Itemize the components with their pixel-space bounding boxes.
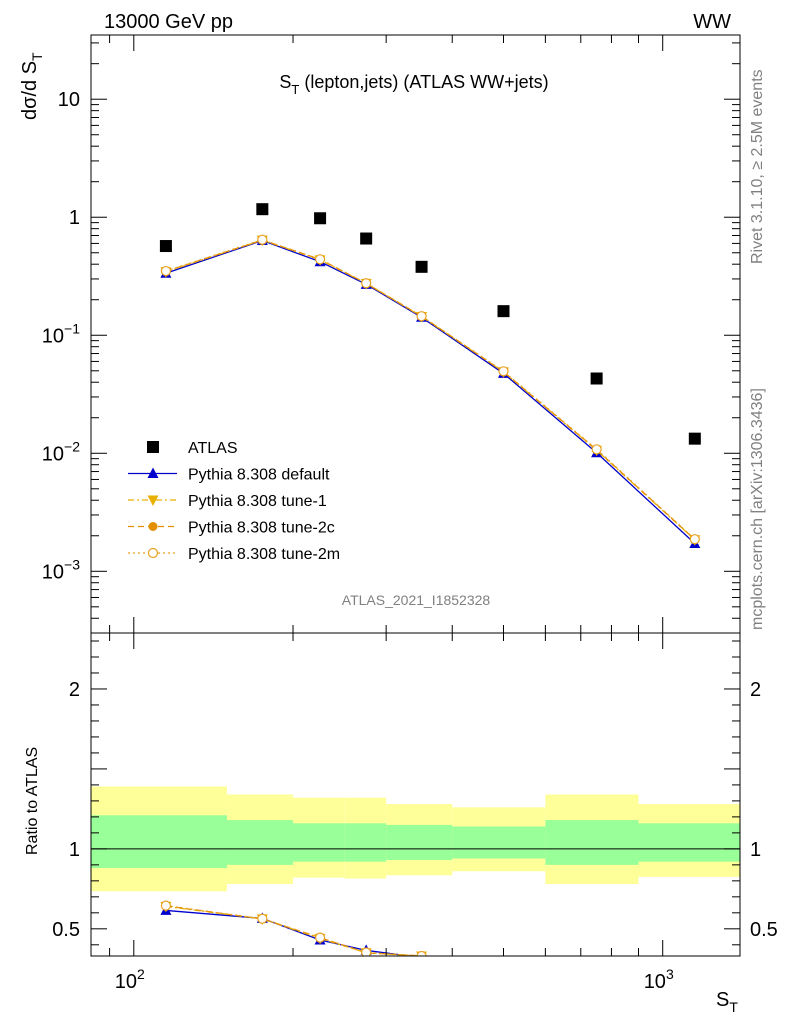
data-point	[415, 260, 428, 273]
legend-marker	[148, 522, 158, 531]
data-point	[360, 232, 373, 245]
header-left: 13000 GeV pp	[104, 11, 233, 33]
legend-marker	[147, 467, 159, 478]
legend-entry: ATLAS	[147, 440, 238, 457]
legend-marker	[147, 547, 159, 559]
y-tick-label: 10−1	[42, 320, 80, 347]
ratio-point	[314, 932, 326, 943]
data-point	[257, 234, 268, 245]
uncertainty-band-inner	[638, 823, 740, 862]
data-point	[591, 444, 602, 455]
legend-entry: Pythia 8.308 tune-2m	[128, 546, 340, 563]
ratio-y-tick-label: 1	[69, 839, 80, 861]
data-point	[314, 212, 327, 225]
legend-marker	[147, 441, 159, 453]
data-point	[689, 534, 700, 545]
mcplots-label: mcplots.cern.ch [arXiv:1306.3436]	[749, 388, 766, 630]
ratio-panel: 2 2 1 1 0.5 0.5 102 103 Ratio to ATLAS ST	[24, 632, 778, 1015]
uncertainty-band-inner	[226, 820, 294, 865]
ratio-series-3	[160, 900, 427, 956]
data-point	[688, 432, 701, 445]
y-tick-label: 10−2	[42, 438, 80, 465]
main-frame	[90, 34, 741, 634]
uncertainty-band-inner	[91, 815, 227, 869]
ratio-y-tick-label-right: 1	[750, 839, 761, 861]
series-0	[159, 203, 701, 445]
ratio-y-tick-label: 2	[69, 679, 80, 701]
legend-entry: Pythia 8.308 tune-2c	[128, 520, 335, 537]
uncertainty-band-inner	[452, 826, 546, 859]
data-point	[361, 278, 372, 289]
data-point	[159, 240, 172, 253]
legend-label: Pythia 8.308 tune-2m	[188, 546, 340, 563]
series-line	[165, 239, 696, 541]
legend-label: ATLAS	[188, 440, 238, 457]
x-tick-label: 102	[115, 966, 145, 993]
legend-label: Pythia 8.308 tune-2c	[188, 520, 335, 537]
data-point	[590, 372, 603, 385]
main-title: ST (lepton,jets) (ATLAS WW+jets)	[279, 72, 548, 97]
x-axis-label: ST	[716, 989, 738, 1015]
legend-marker	[147, 495, 159, 506]
main-panel: 10 1 10−1 10−2 10−3 ST (lepton,jets) (ATLAS …	[19, 34, 741, 634]
analysis-label: ATLAS_2021_I1852328	[342, 592, 491, 608]
legend: ATLAS Pythia 8.308 default Pythia 8.308 tu…	[128, 440, 340, 563]
rivet-version-label: Rivet 3.1.10, ≥ 2.5M events	[749, 69, 766, 264]
legend-entry: Pythia 8.308 default	[128, 467, 330, 484]
series-line	[165, 239, 696, 540]
uncertainty-band-inner	[344, 823, 387, 862]
ratio-point	[160, 900, 172, 911]
uncertainty-band-inner	[293, 823, 345, 862]
y-tick-label: 1	[69, 207, 80, 229]
ratio-frame	[90, 632, 741, 957]
legend-label: Pythia 8.308 tune-1	[188, 493, 327, 510]
y-tick-label: 10−3	[42, 556, 80, 583]
uncertainty-band-inner	[386, 824, 453, 861]
ratio-y-tick-label-right: 0.5	[750, 919, 778, 941]
data-point	[498, 366, 509, 377]
data-point	[256, 203, 269, 216]
y-tick-label: 10	[58, 89, 80, 111]
ratio-y-tick-label: 0.5	[52, 919, 80, 941]
y-axis-label: dσ/d ST	[19, 52, 45, 120]
data-point	[416, 311, 427, 322]
ratio-point	[361, 947, 372, 956]
ratio-y-tick-label-right: 2	[750, 679, 761, 701]
ratio-y-label: Ratio to ATLAS	[24, 747, 41, 855]
header-right: WW	[693, 11, 731, 33]
series-4	[160, 234, 700, 545]
ratio-line	[165, 909, 415, 956]
ratio-point	[257, 913, 268, 924]
data-point	[497, 305, 510, 318]
data-point	[314, 254, 326, 265]
legend-entry: Pythia 8.308 tune-1	[128, 493, 327, 510]
x-tick-label: 103	[644, 966, 674, 993]
uncertainty-band-inner	[545, 820, 639, 865]
legend-label: Pythia 8.308 default	[188, 467, 330, 484]
series-line	[165, 239, 696, 544]
ratio-point	[416, 950, 427, 956]
data-point	[160, 265, 172, 277]
